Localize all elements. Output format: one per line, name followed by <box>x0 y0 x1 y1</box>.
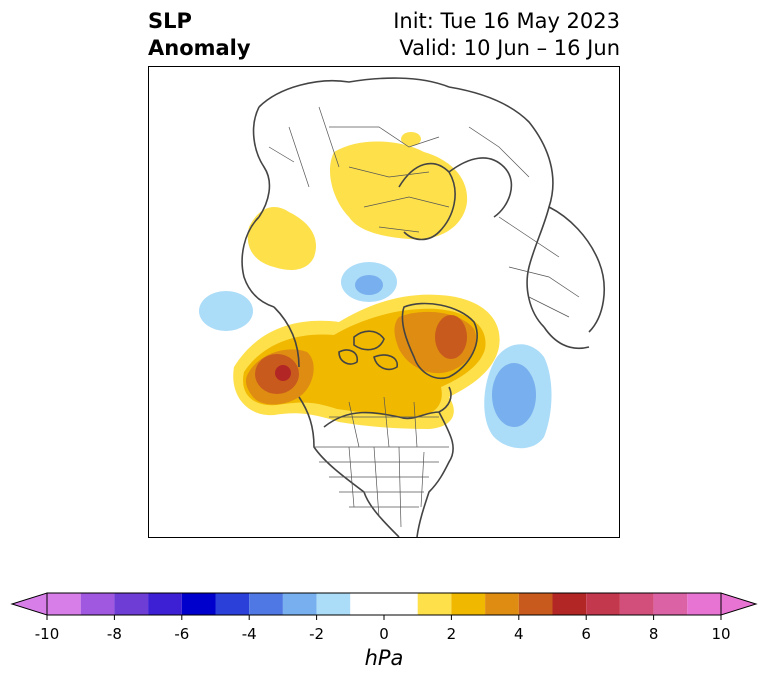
colorbar-tick-label: 2 <box>446 625 457 643</box>
colorbar-tick-label: 6 <box>581 625 591 643</box>
colorbar-bin-1 <box>80 593 115 615</box>
colorbar-bin-14 <box>552 593 587 615</box>
colorbar-bin-3 <box>148 593 182 615</box>
colorbar-tick-label: -4 <box>241 625 257 643</box>
colorbar-tick-label: 0 <box>379 625 389 643</box>
init-date: Init: Tue 16 May 2023 <box>393 9 620 33</box>
coastlines <box>241 77 605 537</box>
us-state-borders <box>314 396 449 528</box>
anomaly-arctic-small <box>401 132 421 146</box>
title-quantity: Anomaly <box>148 36 251 60</box>
colorbar-bin-15 <box>586 593 620 615</box>
map-canvas <box>199 77 605 537</box>
colorbar-under-extension <box>10 592 48 616</box>
colorbar-unit: hPa <box>364 646 404 670</box>
anomaly-west-russia <box>329 141 468 240</box>
colorbar-bin-10 <box>417 593 452 615</box>
colorbar-bin-18 <box>687 593 721 615</box>
title-variable: SLP <box>148 9 192 33</box>
colorbar-bin-9 <box>350 593 418 615</box>
colorbar-over-extension <box>720 592 758 616</box>
colorbar-tick-label: -10 <box>34 625 60 643</box>
country-borders <box>268 106 580 318</box>
anomaly-east-asia <box>247 207 317 270</box>
colorbar-bin-17 <box>653 593 688 615</box>
colorbar-tick-label: -8 <box>106 625 122 643</box>
colorbar-bin-12 <box>485 593 519 615</box>
anomaly-bering <box>199 291 253 331</box>
colorbar-tick-label: -2 <box>309 625 325 643</box>
map-title: SLP Anomaly <box>148 8 251 62</box>
colorbar-bin-6 <box>249 593 283 615</box>
colorbar-tick-label: 10 <box>711 625 731 643</box>
colorbar-tick-label: -6 <box>174 625 190 643</box>
colorbar-bin-16 <box>619 593 654 615</box>
forecast-dates: Init: Tue 16 May 2023 Valid: 10 Jun – 16… <box>393 8 620 62</box>
colorbar-bin-13 <box>518 593 553 615</box>
colorbar-bin-2 <box>114 593 149 615</box>
colorbar-bin-4 <box>181 593 216 615</box>
colorbar-bins <box>47 593 721 615</box>
colorbar-tick-label: 8 <box>648 625 659 643</box>
anomaly-map <box>148 66 620 538</box>
valid-range: Valid: 10 Jun – 16 Jun <box>399 36 620 60</box>
colorbar-bin-5 <box>215 593 250 615</box>
colorbar <box>10 592 758 620</box>
colorbar-tick-label: 4 <box>514 625 524 643</box>
colorbar-bin-8 <box>316 593 351 615</box>
colorbar-bin-7 <box>282 593 317 615</box>
colorbar-bin-11 <box>451 593 486 615</box>
colorbar-bin-0 <box>47 593 81 615</box>
anomaly-shading <box>199 132 552 449</box>
